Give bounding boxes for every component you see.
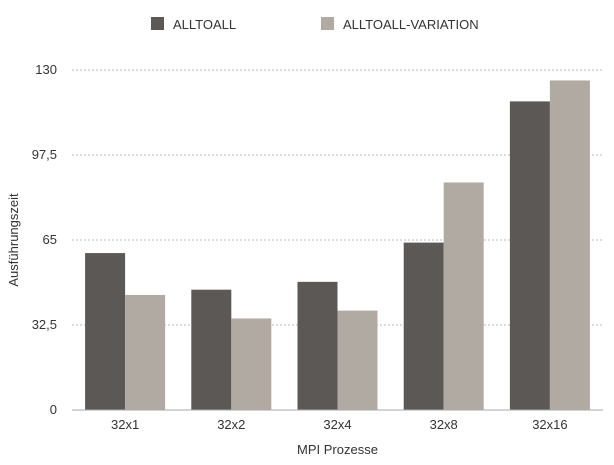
bar-alltoall <box>297 281 338 410</box>
x-axis-ticks: 32x1 32x2 32x4 32x8 32x16 <box>111 417 568 432</box>
bars <box>85 80 590 410</box>
x-tick-label: 32x4 <box>323 417 351 432</box>
bar-alltoall <box>509 101 550 410</box>
bar-alltoall <box>191 289 232 410</box>
x-tick-label: 32x2 <box>217 417 245 432</box>
x-tick-label: 32x8 <box>430 417 458 432</box>
y-tick-label: 130 <box>35 62 57 77</box>
bar-alltoall-variation <box>337 310 378 410</box>
x-axis-title: MPI Prozesse <box>297 442 378 457</box>
legend: ALLTOALL ALLTOALL-VARIATION <box>151 17 479 32</box>
legend-label: ALLTOALL-VARIATION <box>343 17 479 32</box>
y-tick-label: 65 <box>43 232 57 247</box>
y-tick-label: 97,5 <box>32 147 57 162</box>
legend-swatch <box>321 17 334 30</box>
y-tick-label: 0 <box>50 402 57 417</box>
bar-alltoall-variation <box>549 80 590 410</box>
bar-alltoall <box>403 242 444 410</box>
bar-alltoall-variation <box>125 294 166 410</box>
x-tick-label: 32x1 <box>111 417 139 432</box>
legend-swatch <box>151 17 164 30</box>
x-tick-label: 32x16 <box>532 417 567 432</box>
y-axis-ticks: 0 32,5 65 97,5 130 <box>32 62 57 417</box>
legend-label: ALLTOALL <box>173 17 236 32</box>
bar-alltoall-variation <box>443 182 484 410</box>
bar-alltoall <box>85 253 126 410</box>
bar-alltoall-variation <box>231 318 272 410</box>
y-axis-title: Ausführungszeit <box>6 193 21 287</box>
y-tick-label: 32,5 <box>32 317 57 332</box>
